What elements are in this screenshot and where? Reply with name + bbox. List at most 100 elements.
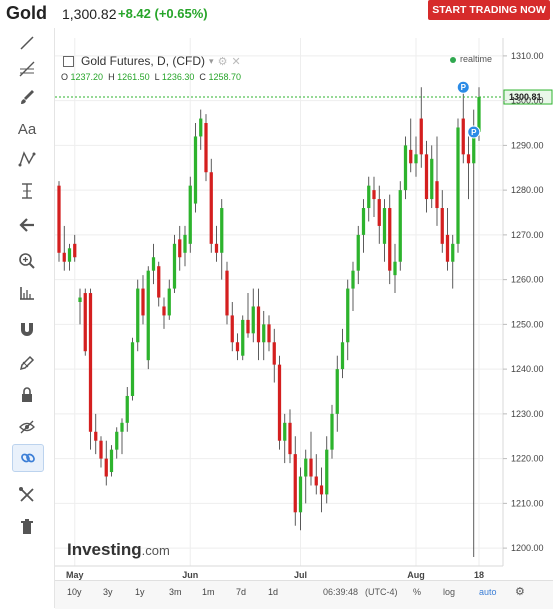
candle-body: [78, 297, 82, 302]
high-value: 1261.50: [117, 72, 150, 82]
zoom-icon[interactable]: [12, 248, 42, 274]
candle: [461, 91, 465, 164]
auto-toggle[interactable]: auto: [479, 587, 497, 597]
y-tick-label: 1300.00: [511, 96, 544, 106]
chart-legend[interactable]: Gold Futures, D, (CFD) ▾ ⚙ ✕: [63, 54, 241, 68]
candle: [83, 288, 87, 356]
magnet-icon[interactable]: [12, 316, 42, 342]
close-icon[interactable]: ✕: [231, 55, 241, 68]
candle-body: [199, 118, 203, 137]
y-tick-label: 1230.00: [511, 409, 544, 419]
marker-circle: [467, 125, 481, 139]
text-icon[interactable]: Aa: [17, 120, 37, 138]
chart-overlay: 1300.81 P P: [55, 80, 553, 139]
candle: [430, 145, 434, 209]
settings-gear-icon[interactable]: ⚙: [217, 55, 228, 68]
candle: [157, 261, 161, 307]
chart-area[interactable]: 1300.81 P P 1200.00 1210.00 1220.00 1230.00 12…: [55, 28, 553, 608]
y-tick-label: 1280.00: [511, 185, 544, 195]
candle-body: [73, 243, 77, 258]
candle: [424, 140, 429, 213]
brush-icon[interactable]: [12, 84, 42, 110]
candle-body: [288, 422, 292, 455]
time-axis: May Jun Jul Aug 18: [66, 570, 484, 580]
range-7d[interactable]: 7d: [236, 587, 247, 597]
candle: [309, 431, 313, 486]
timezone[interactable]: (UTC-4): [365, 587, 398, 597]
range-3y[interactable]: 3y: [103, 587, 113, 597]
candle: [372, 176, 376, 217]
candle-body: [188, 185, 192, 244]
candle: [214, 225, 219, 262]
collapse-icon[interactable]: [63, 55, 74, 67]
candle: [377, 185, 381, 244]
settings-gear-icon[interactable]: ⚙: [515, 586, 525, 598]
candle-body: [225, 270, 229, 316]
candle: [283, 413, 287, 464]
log-toggle[interactable]: log: [443, 587, 456, 597]
trash-icon[interactable]: [12, 514, 42, 540]
candle: [172, 234, 177, 294]
candle-body: [220, 208, 224, 253]
candle: [130, 337, 135, 401]
range-10y[interactable]: 10y: [67, 587, 82, 597]
candle: [230, 302, 234, 352]
candle: [251, 288, 255, 343]
candle-body: [398, 190, 402, 262]
candle: [351, 261, 355, 311]
pencil-icon[interactable]: [12, 350, 42, 376]
tools-icon[interactable]: [12, 482, 42, 508]
y-tick-label: 1310.00: [511, 51, 544, 61]
measure-icon[interactable]: [12, 178, 42, 204]
candle-body: [309, 458, 313, 477]
candle-body: [88, 293, 93, 432]
candle: [398, 181, 402, 271]
candle: [109, 445, 114, 477]
candle: [183, 225, 187, 267]
range-3m[interactable]: 3m: [169, 587, 182, 597]
link-icon[interactable]: [12, 444, 44, 472]
candle-body: [388, 208, 392, 271]
lock-icon[interactable]: [12, 382, 42, 408]
candle: [388, 194, 392, 285]
candle-body: [62, 252, 66, 262]
candle-body: [162, 306, 166, 316]
range-1d[interactable]: 1d: [268, 587, 279, 597]
start-trading-button[interactable]: START TRADING NOW: [428, 0, 550, 20]
candle: [146, 266, 150, 370]
eye-hidden-icon[interactable]: [12, 414, 42, 440]
x-tick-label: May: [66, 570, 84, 580]
candle: [293, 436, 297, 526]
candle: [104, 440, 108, 486]
candle-body: [356, 234, 360, 271]
y-tick-label: 1240.00: [511, 364, 544, 374]
last-price: 1,300.82: [62, 6, 117, 22]
candle-body: [283, 422, 287, 441]
candle: [272, 328, 276, 383]
candle-body: [409, 149, 413, 164]
range-1m[interactable]: 1m: [202, 587, 215, 597]
chevron-down-icon[interactable]: ▾: [209, 55, 214, 66]
candle: [141, 275, 145, 325]
candle: [241, 315, 245, 361]
fib-tool-icon[interactable]: [12, 56, 42, 82]
realtime-label: realtime: [460, 54, 493, 64]
candle: [414, 136, 418, 177]
pattern-icon[interactable]: [12, 146, 42, 172]
candle-body: [372, 190, 376, 200]
candle-body: [367, 185, 371, 209]
realtime-indicator: realtime: [450, 54, 492, 64]
x-tick-label: Jul: [294, 570, 307, 580]
candle: [235, 333, 240, 361]
candle-body: [130, 342, 135, 396]
y-tick-label: 1210.00: [511, 498, 544, 508]
range-1y[interactable]: 1y: [135, 587, 145, 597]
ruler-icon[interactable]: [12, 280, 42, 306]
line-tool-icon[interactable]: [12, 30, 42, 56]
percent-toggle[interactable]: %: [413, 587, 422, 597]
back-arrow-icon[interactable]: [12, 212, 42, 238]
high-label: H: [108, 72, 115, 82]
candle-body: [419, 118, 423, 155]
low-label: L: [154, 72, 160, 82]
